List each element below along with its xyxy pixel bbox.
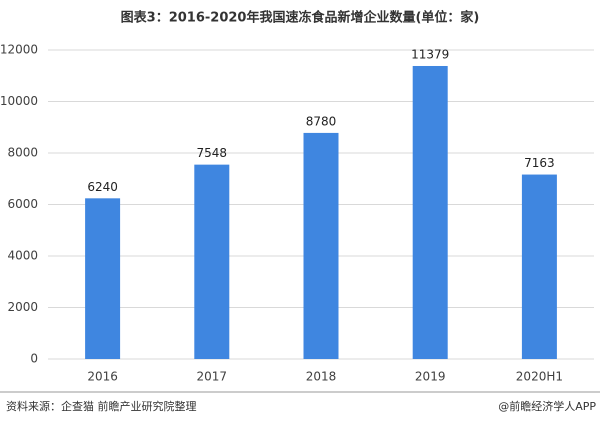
x-tick-label: 2019 [415,370,446,384]
source-note: 资料来源：企查猫 前瞻产业研究院整理 [6,399,197,413]
value-label: 11379 [411,47,449,61]
y-tick-label: 2000 [7,300,38,314]
chart-title: 图表3：2016-2020年我国速冻食品新增企业数量(单位：家) [121,10,480,26]
value-label: 7163 [524,156,555,170]
y-tick-label: 12000 [0,43,38,57]
bar [303,132,339,359]
value-label: 8780 [306,114,337,128]
y-tick-label: 8000 [7,146,38,160]
x-tick-label: 2017 [197,370,228,384]
y-tick-label: 6000 [7,197,38,211]
credit: @前瞻经济学人APP [498,399,596,413]
x-tick-label: 2020H1 [516,370,563,384]
bar [194,164,230,359]
bar [521,174,557,359]
y-tick-label: 0 [30,352,38,366]
y-tick-label: 10000 [0,94,38,108]
x-tick-label: 2018 [306,370,337,384]
x-tick-label: 2016 [87,370,118,384]
y-tick-label: 4000 [7,249,38,263]
value-label: 6240 [87,180,118,194]
bar [412,65,448,359]
bar [85,198,121,359]
value-label: 7548 [197,146,228,160]
